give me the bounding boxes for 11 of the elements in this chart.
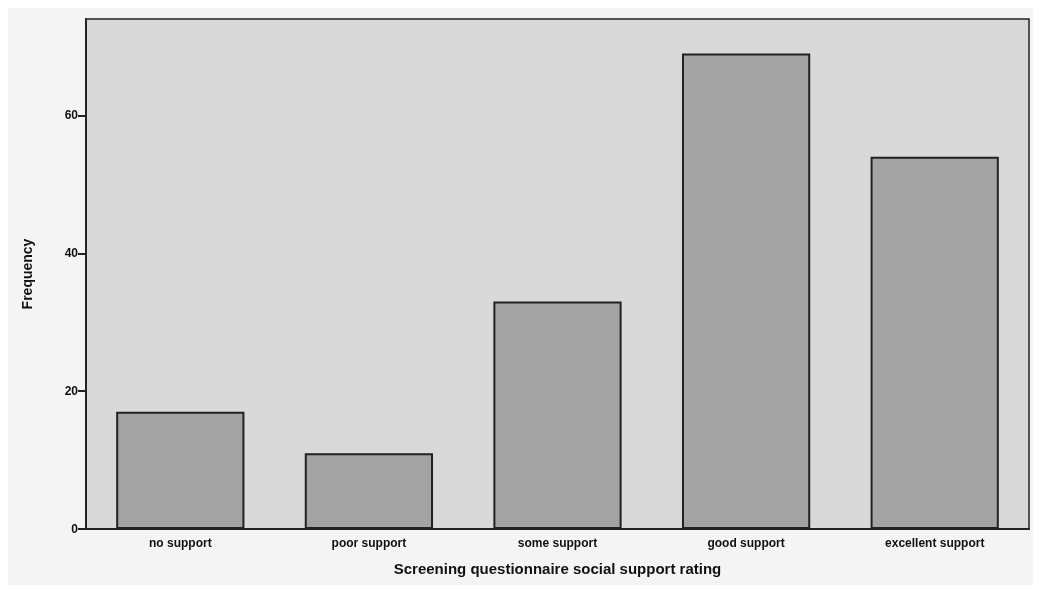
x-tick-label: good support	[707, 536, 785, 550]
y-tick-label: 60	[64, 108, 79, 123]
y-tick-label: 0	[71, 522, 79, 536]
y-tick-label: 40	[64, 246, 79, 261]
x-tick-label: poor support	[331, 536, 407, 550]
x-axis-title: Screening questionnaire social support rating	[393, 560, 722, 577]
x-tick-label: some support	[517, 536, 598, 550]
x-tick-label: no support	[148, 536, 212, 550]
y-axis-title: Frequency	[19, 238, 35, 310]
y-tick-label: 20	[64, 384, 79, 399]
x-tick-label: excellent support	[885, 536, 985, 550]
